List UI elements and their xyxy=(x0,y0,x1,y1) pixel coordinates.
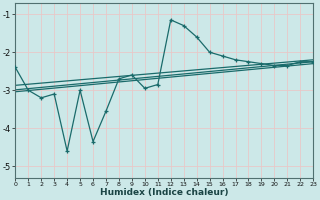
X-axis label: Humidex (Indice chaleur): Humidex (Indice chaleur) xyxy=(100,188,228,197)
